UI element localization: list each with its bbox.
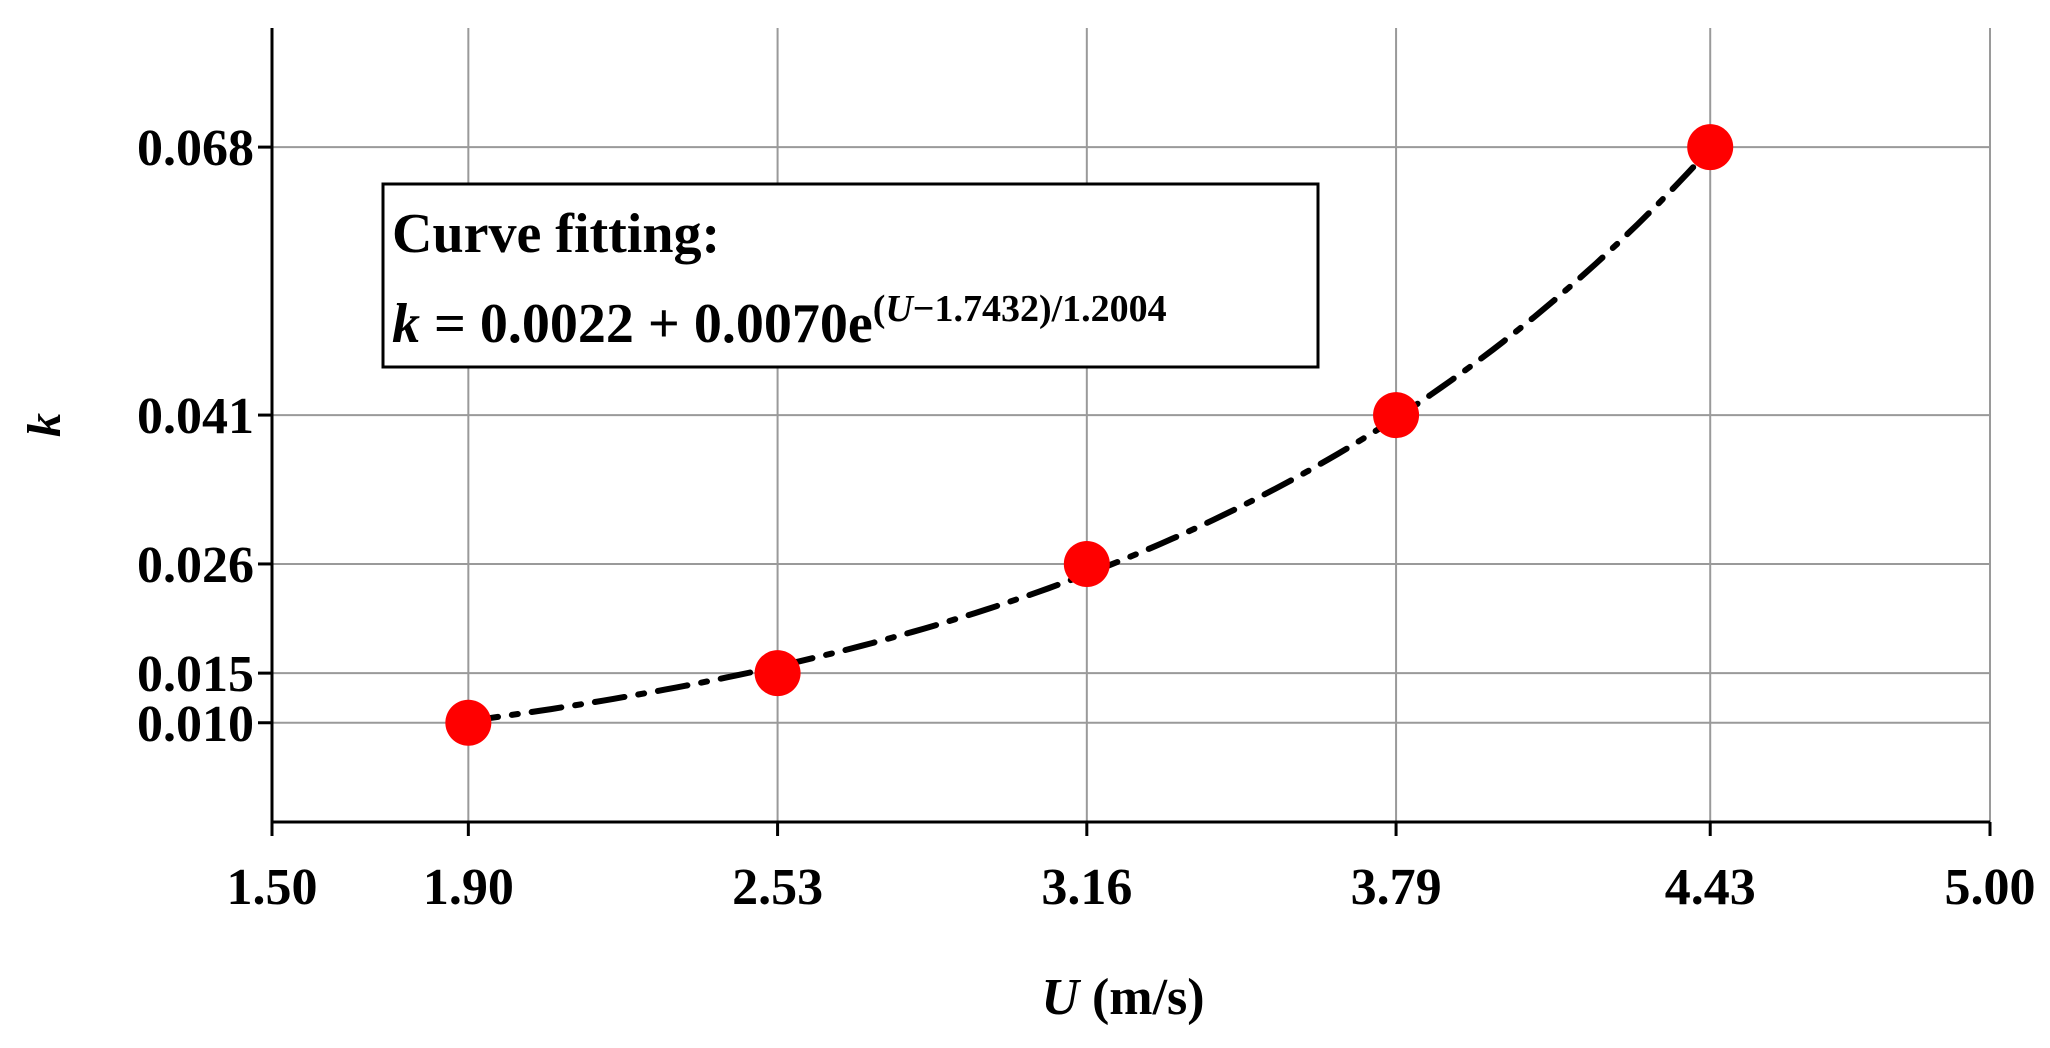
data-point	[754, 650, 801, 697]
equation-main: = 0.0022 + 0.0070e	[420, 293, 873, 355]
curve-fitting-annotation: Curve fitting: k = 0.0022 + 0.0070e(U−1.…	[381, 182, 1320, 369]
x-axis-label-unit: (m/s)	[1079, 969, 1205, 1026]
equation-variable: k	[392, 293, 420, 355]
y-tick-label: 0.015	[137, 646, 254, 703]
data-point	[1373, 392, 1420, 439]
y-tick-label: 0.010	[137, 696, 254, 753]
x-tick-label: 4.43	[1665, 859, 1756, 916]
x-tick-label: 1.90	[423, 859, 514, 916]
data-point	[1687, 124, 1734, 171]
grid-layer	[272, 28, 1991, 822]
y-axis-label: k	[18, 413, 71, 437]
data-point	[445, 699, 492, 746]
equation-exponent: (U−1.7432)/1.2004	[873, 288, 1167, 330]
x-tick-label: 1.50	[227, 859, 318, 916]
x-tick-label: 3.79	[1351, 859, 1442, 916]
y-tick-label: 0.026	[137, 537, 254, 594]
y-tick-label: 0.068	[137, 120, 254, 177]
x-tick-label: 3.16	[1041, 859, 1132, 916]
x-tick-label: 2.53	[732, 859, 823, 916]
annotation-border	[381, 182, 1320, 369]
x-tick-label: 5.00	[1945, 859, 2036, 916]
points-layer	[445, 124, 1734, 746]
annotation-title: Curve fitting:	[392, 203, 720, 265]
x-axis-label-variable: U	[1041, 969, 1081, 1026]
data-point	[1063, 540, 1110, 587]
x-axis-label: U (m/s)	[1041, 969, 1204, 1026]
annotation-equation: k = 0.0022 + 0.0070e(U−1.7432)/1.2004	[392, 288, 1167, 355]
axes-layer	[270, 28, 1990, 824]
y-tick-label: 0.041	[137, 388, 254, 445]
